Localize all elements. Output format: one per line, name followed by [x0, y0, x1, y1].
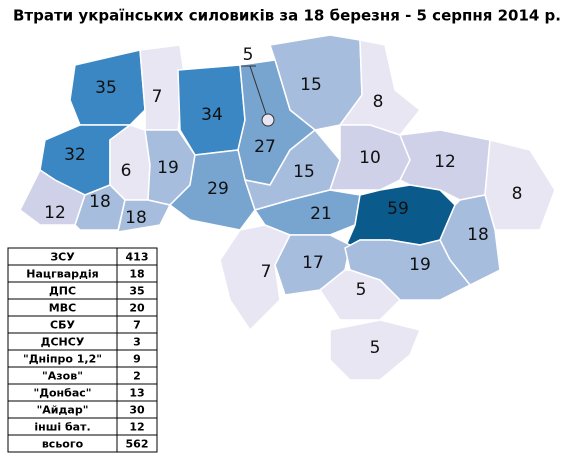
region-value: 12 [434, 152, 456, 172]
region-value: 6 [121, 161, 132, 181]
region-value: 34 [201, 105, 223, 125]
table-cell [116, 434, 158, 453]
region-value: 27 [254, 137, 276, 157]
row-label: "Дніпро 1,2" [23, 353, 102, 366]
row-value: 7 [133, 319, 141, 332]
region-value: 29 [207, 179, 229, 199]
row-label: "Азов" [42, 370, 83, 383]
row-label: МВС [49, 302, 76, 315]
region-value: 19 [157, 158, 179, 178]
region-value: 5 [356, 280, 367, 300]
row-label: СБУ [50, 319, 75, 332]
region-value: 15 [293, 162, 315, 182]
region-value: 21 [310, 204, 332, 224]
row-label: ЗСУ [50, 251, 75, 264]
row-value: 18 [129, 268, 144, 281]
region-value: 8 [373, 92, 384, 112]
row-value: 2 [133, 370, 141, 383]
row-value: 413 [126, 251, 149, 264]
row-label: ДСНСУ [41, 336, 85, 349]
row-label: інші бат. [34, 421, 90, 434]
row-label: всього [42, 438, 84, 451]
region [398, 129, 491, 201]
region [219, 224, 292, 332]
region-value: 59 [387, 199, 409, 219]
row-value: 30 [129, 404, 145, 417]
region-value: 17 [302, 253, 324, 273]
region [117, 199, 172, 233]
region-value: 18 [89, 192, 111, 212]
row-label: "Айдар" [37, 404, 89, 417]
region-value: 10 [359, 148, 381, 168]
row-value: 35 [129, 285, 144, 298]
row-label: "Донбас" [33, 387, 91, 400]
row-value: 20 [129, 302, 145, 315]
row-label: Нацгвардія [26, 268, 99, 281]
region-value: 7 [152, 87, 163, 107]
region-value: 5 [370, 338, 381, 358]
row-value: 12 [129, 421, 144, 434]
region-value: 18 [467, 225, 489, 245]
row-value: 13 [129, 387, 144, 400]
row-value: 3 [133, 336, 141, 349]
title: Втрати українських силовиків за 18 берез… [13, 7, 561, 25]
region-value: 18 [125, 208, 147, 228]
region-value: 8 [512, 184, 523, 204]
region [318, 269, 402, 321]
region-value: 19 [409, 255, 431, 275]
region-value: 12 [44, 203, 66, 223]
region-value: 15 [300, 75, 322, 95]
region-value: 32 [64, 145, 86, 165]
region [261, 113, 275, 127]
row-value: 562 [126, 438, 149, 451]
region-value: 5 [243, 45, 254, 65]
row-label: ДПС [49, 285, 76, 298]
region-value: 35 [95, 78, 117, 98]
region [329, 319, 422, 381]
region-value: 7 [261, 262, 272, 282]
leader-line [249, 65, 267, 115]
row-value: 9 [133, 353, 141, 366]
